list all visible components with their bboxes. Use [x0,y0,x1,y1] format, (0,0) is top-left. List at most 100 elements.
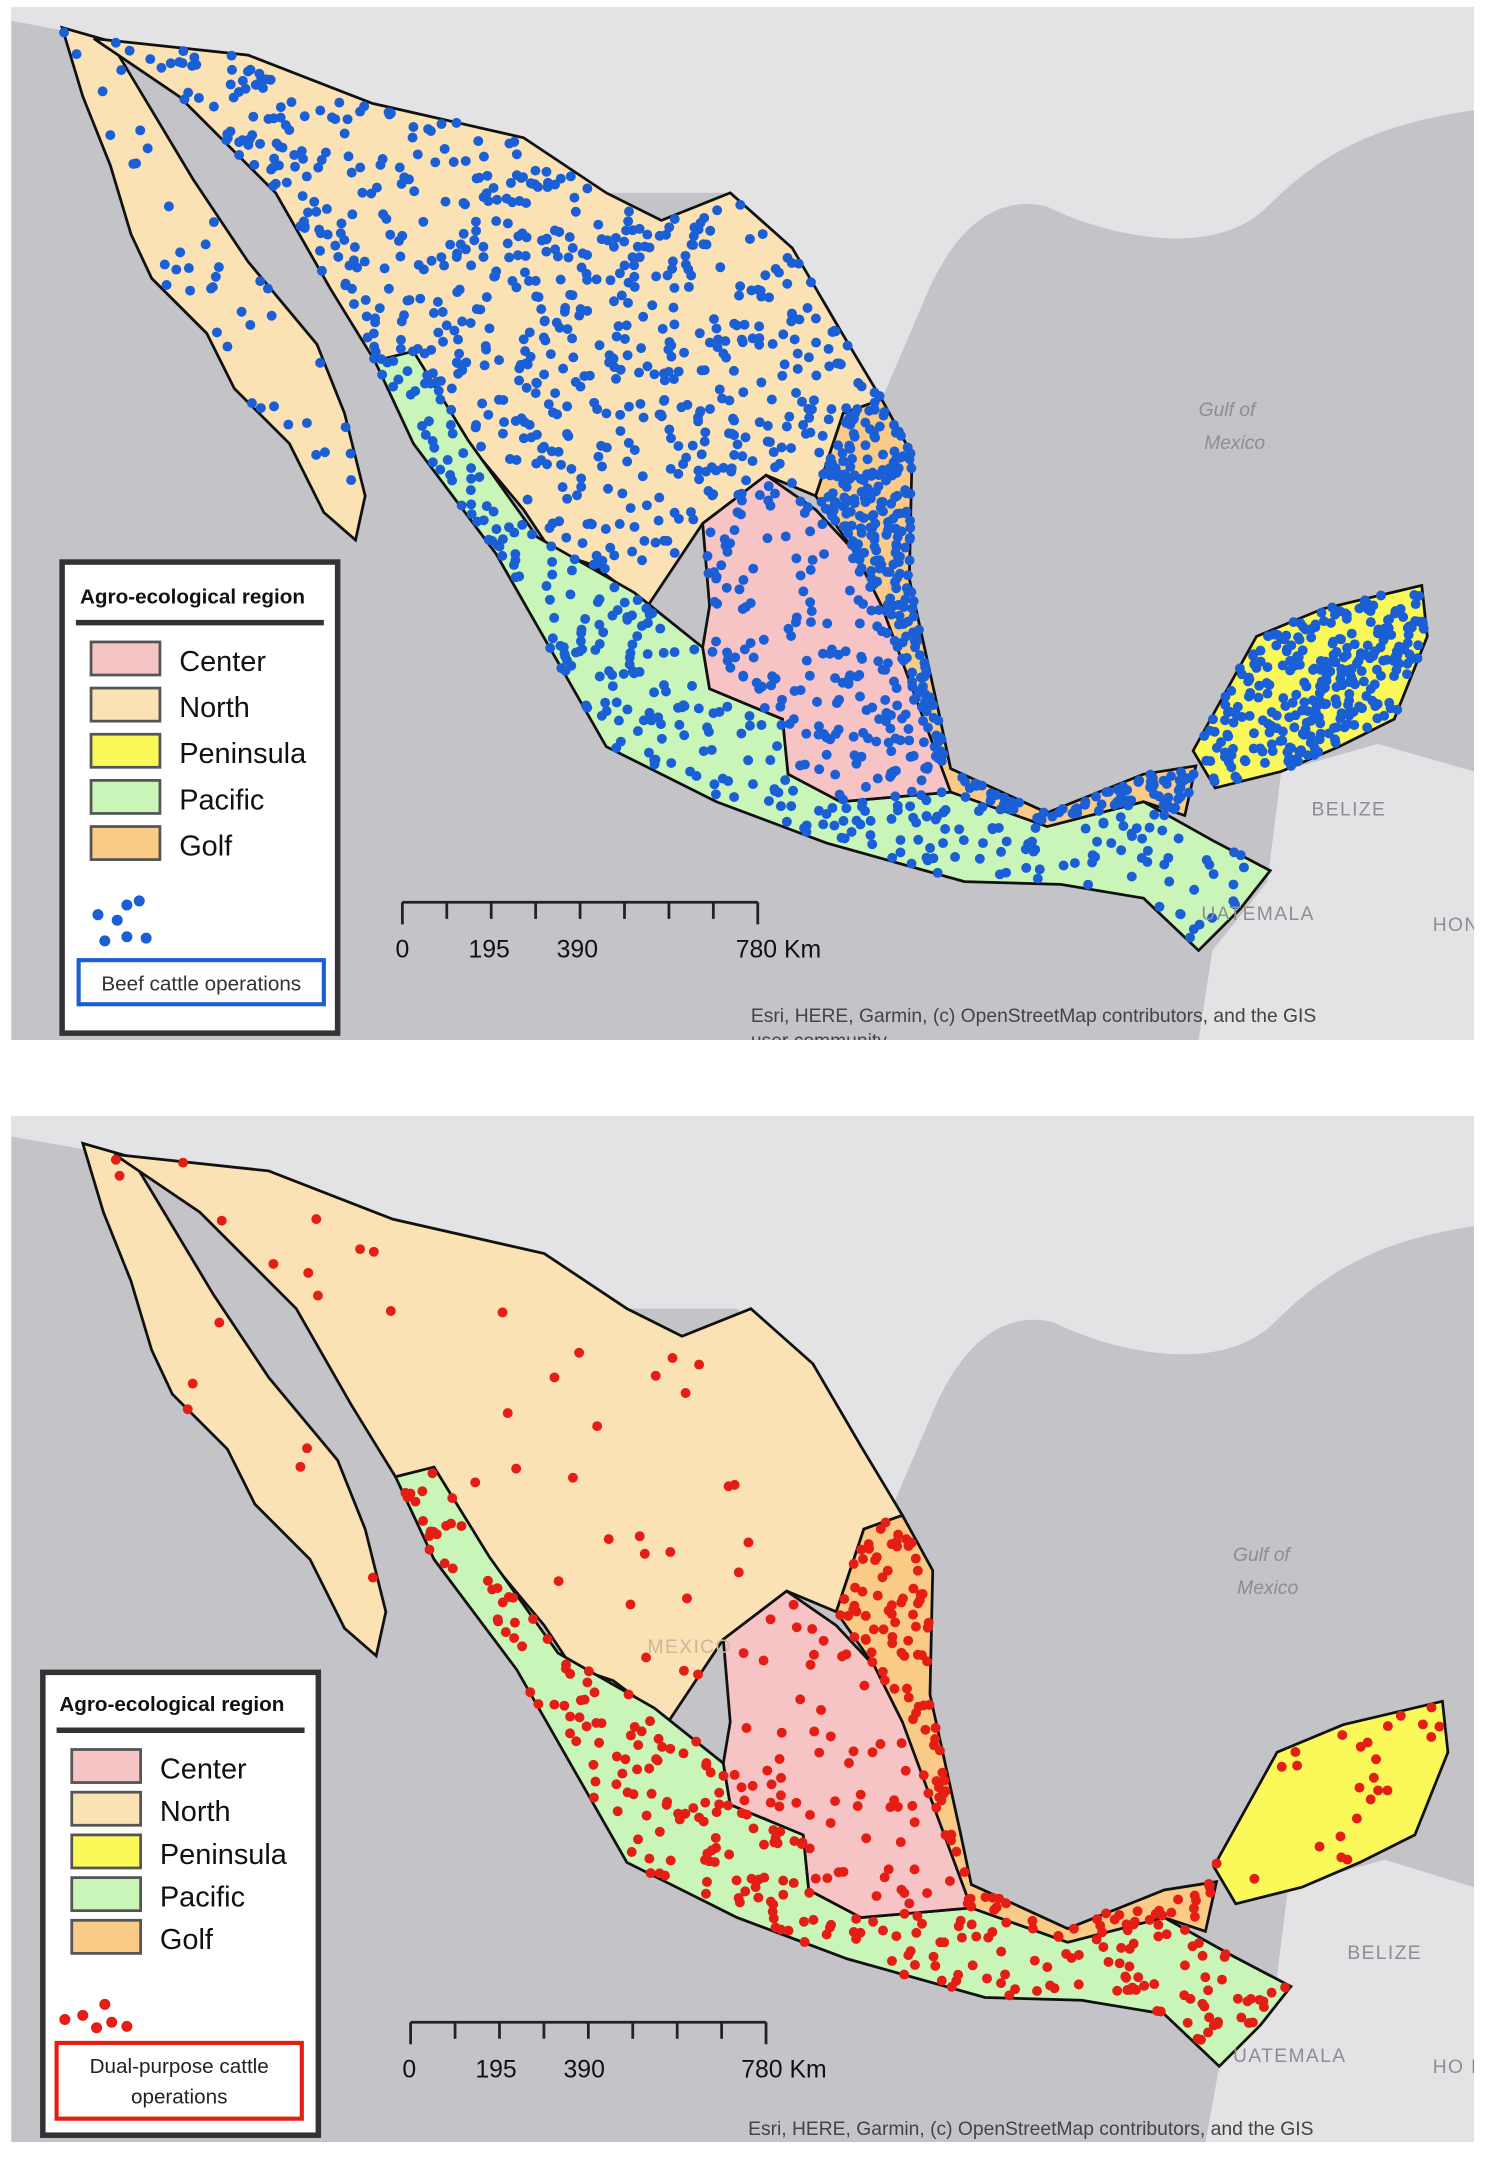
cattle-operation-point [954,824,965,835]
cattle-operation-point [814,447,825,458]
cattle-operation-point [480,341,491,351]
legend-label-pacific: Pacific [160,1882,245,1914]
cattle-operation-point [851,1606,862,1617]
cattle-operation-point [266,164,277,175]
cattle-operation-point [792,363,803,374]
cattle-operation-point [706,744,717,755]
cattle-operation-point [865,830,876,841]
cattle-operation-point [545,643,556,653]
points-legend-label: Beef cattle operations [101,972,301,995]
cattle-operation-point [789,686,800,696]
cattle-operation-point [729,450,740,460]
cattle-operation-point [866,573,877,584]
cattle-operation-point [818,819,829,830]
cattle-operation-point [594,340,605,351]
cattle-operation-point [621,225,632,236]
cattle-operation-point [313,162,324,173]
cattle-operation-point [1306,632,1317,643]
map-dual-purpose-cattle[interactable]: Gulf of Mexico BELIZE UATEMALA HO N MEXI… [11,1115,1486,2143]
cattle-operation-point [645,1868,656,1879]
cattle-operation-point [845,506,856,517]
cattle-operation-point [1027,1923,1038,1934]
cattle-operation-point [673,513,684,524]
cattle-operation-point [994,869,1005,880]
cattle-operation-point [619,236,630,247]
cattle-operation-point [327,112,337,123]
cattle-operation-point [1175,791,1186,802]
cattle-operation-point [869,534,880,545]
cattle-operation-point [829,499,840,510]
cattle-operation-point [1328,636,1339,647]
cattle-operation-point [637,555,648,566]
cattle-operation-point [1092,836,1103,847]
cattle-operation-point [438,336,448,347]
cattle-operation-point [178,1157,189,1168]
cattle-operation-point [639,1548,650,1559]
cattle-operation-point [590,1776,601,1787]
cattle-operation-point [1249,728,1259,739]
cattle-operation-point [873,605,884,616]
cattle-operation-point [1000,1969,1011,1980]
cattle-operation-point [579,1694,590,1705]
cattle-operation-point [315,105,326,116]
cattle-operation-point [901,631,912,642]
cattle-operation-point [826,1919,837,1930]
cattle-operation-point [939,1937,950,1948]
cattle-operation-point [435,394,446,405]
cattle-operation-point [835,1610,846,1621]
cattle-operation-point [439,260,450,271]
map-beef-cattle[interactable]: Gulf of Mexico BELIZE UATEMALA HOND 0 19… [11,6,1488,1052]
cattle-operation-point [303,1267,314,1278]
cattle-operation-point [830,1796,841,1807]
cattle-operation-point [739,319,750,330]
cattle-operation-point [874,421,885,432]
scale-tick-390: 390 [564,2056,605,2083]
cattle-operation-point [774,1754,785,1764]
cattle-operation-point [776,1727,787,1738]
cattle-operation-point [349,299,359,309]
cattle-operation-point [1058,860,1069,871]
cattle-operation-point [886,1600,897,1611]
cattle-operation-point [718,1770,729,1781]
cattle-operation-point [892,800,903,811]
cattle-operation-point [987,1892,998,1903]
cattle-operation-point [762,420,773,431]
cattle-operation-point [385,108,396,119]
cattle-operation-point [765,500,776,511]
cattle-operation-point [177,58,188,69]
cattle-operation-point [879,1872,890,1883]
legend-swatch-center [89,640,162,677]
scale-bar-line [400,900,760,925]
cattle-operation-point [1070,804,1081,815]
cattle-operation-point [825,1731,836,1742]
cattle-operation-point [1153,1919,1164,1930]
scale-bar [409,2020,768,2045]
cattle-operation-point [1200,1972,1211,1983]
cattle-operation-point [1211,1858,1222,1869]
cattle-operation-point [789,334,800,345]
cattle-operation-point [655,623,666,634]
cattle-operation-point [592,1421,603,1432]
cattle-operation-point [1384,697,1395,708]
cattle-operation-point [886,1955,897,1966]
cattle-operation-point [641,1652,652,1663]
cattle-operation-point [888,600,899,611]
cattle-operation-point [1001,1898,1011,1909]
cattle-operation-point [845,461,856,472]
cattle-operation-point [518,433,529,444]
cattle-operation-point [635,398,646,409]
cattle-operation-point [597,461,607,472]
cattle-operation-point [856,381,867,392]
cattle-operation-point [59,27,70,38]
cattle-operation-point [593,219,604,230]
cattle-operation-point [744,711,755,722]
cattle-operation-point [531,429,542,440]
cattle-operation-point [722,701,733,712]
cattle-operation-point [907,667,918,678]
cattle-operation-point [542,182,553,193]
cattle-operation-point [883,1864,894,1875]
cattle-operation-point [731,320,742,331]
cattle-operation-point [490,271,501,282]
cattle-operation-point [862,483,873,494]
cattle-operation-point [886,746,897,757]
